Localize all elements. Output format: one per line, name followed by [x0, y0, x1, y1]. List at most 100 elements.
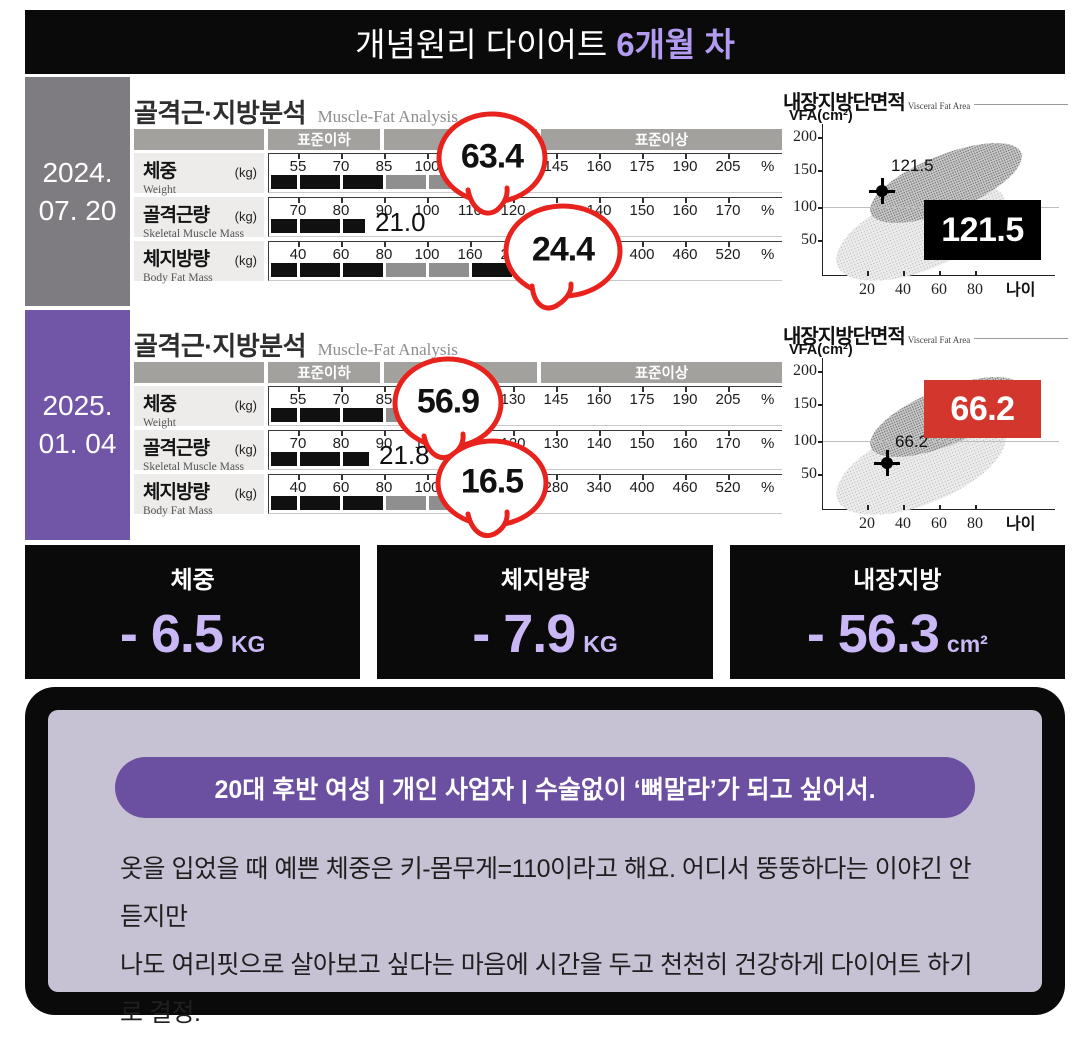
row-label-en: Weight — [143, 184, 176, 196]
bar-segment — [429, 496, 456, 510]
tick-label: 80 — [375, 479, 393, 496]
percent-sign: % — [761, 391, 775, 408]
y-tick-mark — [818, 170, 823, 172]
tick-mark — [427, 242, 429, 247]
band-above-normal: 표준이상 — [541, 129, 782, 150]
bar-segment — [300, 408, 340, 422]
tick-label: 145 — [543, 158, 569, 175]
x-tick-label: 40 — [895, 515, 911, 532]
stat-unit: KG — [230, 630, 266, 657]
row-label-en: Body Fat Mass — [143, 505, 213, 517]
data-point-label: 66.2 — [895, 432, 929, 451]
tick-label: 120 — [500, 202, 526, 219]
tick-label: 145 — [543, 391, 569, 408]
bar-segment — [386, 263, 426, 277]
tick-mark — [298, 198, 300, 203]
x-tick-label: 60 — [931, 515, 947, 532]
bar-segment — [271, 175, 297, 189]
vfa-plot: 121.5 121.5 200 150 100 50 20 40 60 80 나이 — [793, 124, 1059, 301]
tick-mark — [298, 154, 300, 159]
tick-label: 70 — [332, 158, 350, 175]
percent-sign: % — [761, 435, 775, 452]
band-normal: 표준 — [384, 362, 537, 383]
row-label: 체지방량 (kg) Body Fat Mass — [134, 241, 264, 284]
tick-label: 160 — [586, 391, 612, 408]
analysis-title-en: Muscle-Fat Analysis — [317, 107, 458, 126]
tick-mark — [384, 154, 386, 159]
bar-segment — [386, 175, 426, 189]
tick-label: 175 — [629, 391, 655, 408]
row-label-en: Body Fat Mass — [143, 272, 213, 284]
x-tick-label: 20 — [859, 281, 875, 298]
tick-label: 460 — [672, 246, 698, 263]
vfa-value-box: 66.2 — [924, 380, 1041, 438]
row-label-en: Skeletal Muscle Mass — [143, 228, 244, 240]
tick-mark — [599, 431, 601, 436]
bar-segment — [343, 452, 369, 466]
tick-mark — [728, 475, 730, 480]
row-scale: 55 70 85 100 115 130 145 160 175 190 205% — [268, 386, 782, 426]
banner-title-highlight: 6개월 차 — [616, 26, 735, 63]
tick-mark — [341, 431, 343, 436]
tick-mark — [384, 431, 386, 436]
x-axis-label: 나이 — [1006, 282, 1036, 299]
stat-label: 내장지방 — [853, 566, 942, 594]
tick-mark — [513, 387, 515, 392]
x-tick-label: 80 — [967, 515, 983, 532]
row-body-fat: 체지방량 (kg) Body Fat Mass 40 60 80 100 160 220 28… — [134, 241, 782, 284]
x-tick-mark — [903, 271, 905, 276]
x-tick-mark — [939, 271, 941, 276]
tick-mark — [427, 198, 429, 203]
delta-stats: 체중 - 6.5 KG 체지방량 - 7.9 KG 내장지방 - 56.3 cm² — [25, 545, 1065, 679]
row-unit: (kg) — [234, 165, 257, 180]
tick-mark — [599, 154, 601, 159]
bar-segment — [300, 175, 340, 189]
tick-label: 140 — [586, 435, 612, 452]
tick-label: 205 — [715, 391, 741, 408]
range-header-spacer — [134, 129, 264, 150]
vfa-title-en: Visceral Fat Area — [907, 335, 971, 345]
row-label-ko: 체지방량 — [143, 482, 210, 503]
vfa-plot: 66.2 66.2 200 150 100 50 20 40 60 80 나이 — [793, 358, 1059, 535]
bar-segment — [343, 408, 383, 422]
title-rule — [974, 338, 1068, 339]
stat-value: - 6.5 — [119, 603, 224, 664]
tick-label: 140 — [586, 202, 612, 219]
percent-sign: % — [761, 202, 775, 219]
tick-mark — [728, 198, 730, 203]
tick-mark — [685, 154, 687, 159]
x-tick-mark — [903, 505, 905, 510]
tick-label: 190 — [672, 158, 698, 175]
row-unit: (kg) — [234, 253, 257, 268]
vfa-value-box: 121.5 — [924, 200, 1041, 260]
tick-label: 130 — [500, 391, 526, 408]
row-unit: (kg) — [234, 209, 257, 224]
row-weight: 체중 (kg) Weight 55 70 85 100 115 130 145 160 175 19… — [134, 153, 782, 196]
tick-mark — [384, 475, 386, 480]
row-label: 체중 (kg) Weight — [134, 386, 264, 429]
tick-mark — [298, 475, 300, 480]
bar-segment — [343, 175, 383, 189]
tick-label: 100 — [414, 158, 440, 175]
y-tick-label: 100 — [793, 432, 817, 449]
tick-label: 340 — [586, 479, 612, 496]
bar-value: 21.0 — [375, 207, 426, 237]
tick-mark — [384, 198, 386, 203]
row-scale: 70 80 90 100 110 120 130 140 150 160 170% 21.8 — [268, 430, 782, 470]
tick-mark — [384, 242, 386, 247]
bar-segment — [300, 263, 340, 277]
date-year: 2024. — [42, 156, 113, 188]
tick-mark — [642, 198, 644, 203]
row-skeletal-muscle: 골격근량 (kg) Skeletal Muscle Mass 70 80 90 100 1… — [134, 430, 782, 473]
x-tick-mark — [939, 505, 941, 510]
row-body-fat: 체지방량 (kg) Body Fat Mass 40 60 80 100 160 220 28… — [134, 474, 782, 517]
range-bar — [271, 408, 424, 422]
y-tick-label: 50 — [801, 465, 817, 482]
circled-value-bodyfat-2024: 24.4 — [531, 230, 595, 269]
tick-mark — [341, 154, 343, 159]
vfa-title-ko: 내장지방단면적 — [783, 326, 906, 348]
tick-mark — [341, 387, 343, 392]
tick-mark — [556, 387, 558, 392]
stat-value: - 56.3 — [806, 603, 940, 664]
